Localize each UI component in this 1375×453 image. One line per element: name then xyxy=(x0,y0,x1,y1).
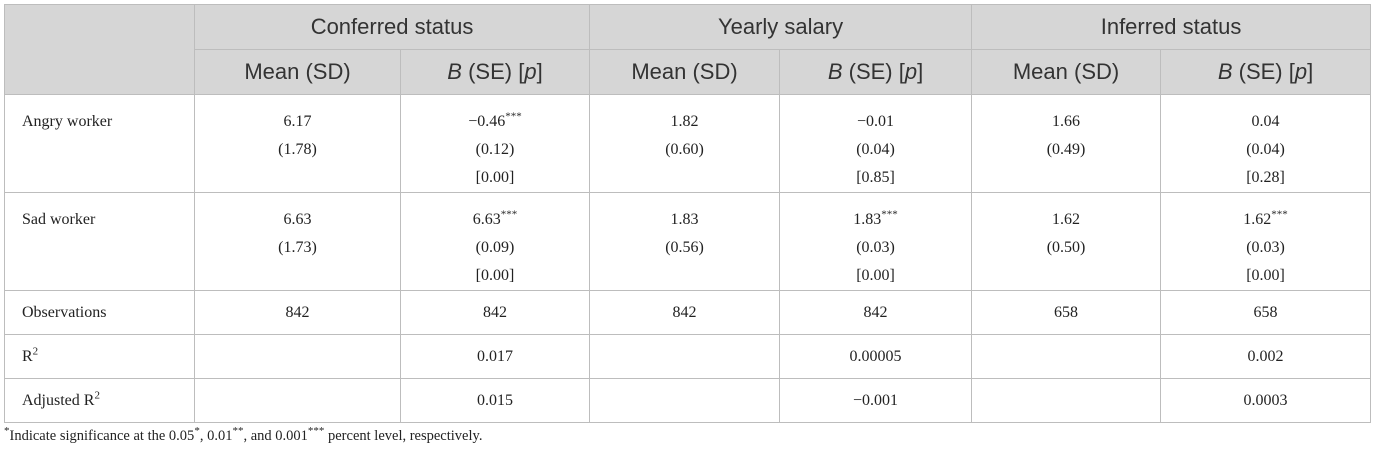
header-inferred-status: Inferred status xyxy=(971,4,1372,50)
table-row-adjusted-r-squared: Adjusted R2 0.015 −0.001 0.0003 xyxy=(4,378,1372,423)
table-cell xyxy=(194,334,401,379)
table-cell: 658 xyxy=(971,290,1162,335)
cell-conferred-mean: 6.17 (1.78) xyxy=(194,94,401,193)
cell-salary-mean: 1.82 (0.60) xyxy=(589,94,781,193)
header-mean-sd: Mean (SD) xyxy=(194,49,401,95)
header-row-groups: Conferred status Yearly salary Inferred … xyxy=(4,4,1372,95)
table-row-angry-worker: Angry worker 6.17 (1.78) −0.46*** (0.12)… xyxy=(4,94,1372,193)
row-label: Sad worker xyxy=(4,192,195,291)
table-cell: 842 xyxy=(779,290,973,335)
table-cell xyxy=(589,378,781,423)
cell-conferred-b: −0.46*** (0.12) [0.00] xyxy=(399,94,591,193)
table-cell xyxy=(194,378,401,423)
table-cell xyxy=(971,334,1162,379)
table-cell: 658 xyxy=(1160,290,1372,335)
table-cell: 0.002 xyxy=(1160,334,1372,379)
cell-salary-b: −0.01 (0.04) [0.85] xyxy=(779,94,973,193)
table-cell: 842 xyxy=(589,290,781,335)
header-b-se-p: B (SE) [p] xyxy=(1160,49,1372,95)
row-label: R2 xyxy=(4,334,195,379)
table-cell xyxy=(589,334,781,379)
table-row-sad-worker: Sad worker 6.63 (1.73) 6.63*** (0.09) [0… xyxy=(4,192,1372,291)
table-cell: 0.0003 xyxy=(1160,378,1372,423)
regression-table-container: Conferred status Yearly salary Inferred … xyxy=(4,4,1372,423)
header-mean-sd: Mean (SD) xyxy=(589,49,781,95)
cell-salary-mean: 1.83 (0.56) xyxy=(589,192,781,291)
header-b-se-p: B (SE) [p] xyxy=(399,49,591,95)
table-cell: 842 xyxy=(399,290,591,335)
header-yearly-salary: Yearly salary xyxy=(589,4,973,50)
row-label: Angry worker xyxy=(4,94,195,193)
header-b-se-p: B (SE) [p] xyxy=(779,49,973,95)
row-label: Observations xyxy=(4,290,195,335)
table-row-r-squared: R2 0.017 0.00005 0.002 xyxy=(4,334,1372,379)
header-row-stats: Mean (SD) B (SE) [p] Mean (SD) B (SE) [p… xyxy=(5,49,1372,95)
cell-inferred-mean: 1.66 (0.49) xyxy=(971,94,1162,193)
cell-conferred-mean: 6.63 (1.73) xyxy=(194,192,401,291)
row-label: Adjusted R2 xyxy=(4,378,195,423)
cell-inferred-b: 1.62*** (0.03) [0.00] xyxy=(1160,192,1372,291)
cell-inferred-b: 0.04 (0.04) [0.28] xyxy=(1160,94,1372,193)
table-row-observations: Observations 842 842 842 842 658 658 xyxy=(4,290,1372,335)
table-cell: −0.001 xyxy=(779,378,973,423)
table-cell: 0.017 xyxy=(399,334,591,379)
regression-table: Conferred status Yearly salary Inferred … xyxy=(4,4,1372,423)
table-cell: 0.00005 xyxy=(779,334,973,379)
header-conferred-status: Conferred status xyxy=(193,4,591,50)
table-cell: 0.015 xyxy=(399,378,591,423)
cell-conferred-b: 6.63*** (0.09) [0.00] xyxy=(399,192,591,291)
cell-salary-b: 1.83*** (0.03) [0.00] xyxy=(779,192,973,291)
cell-inferred-mean: 1.62 (0.50) xyxy=(971,192,1162,291)
header-mean-sd: Mean (SD) xyxy=(971,49,1162,95)
table-cell: 842 xyxy=(194,290,401,335)
table-cell xyxy=(971,378,1162,423)
table-footnote: *Indicate significance at the 0.05*, 0.0… xyxy=(4,425,483,444)
header-corner xyxy=(4,4,195,95)
